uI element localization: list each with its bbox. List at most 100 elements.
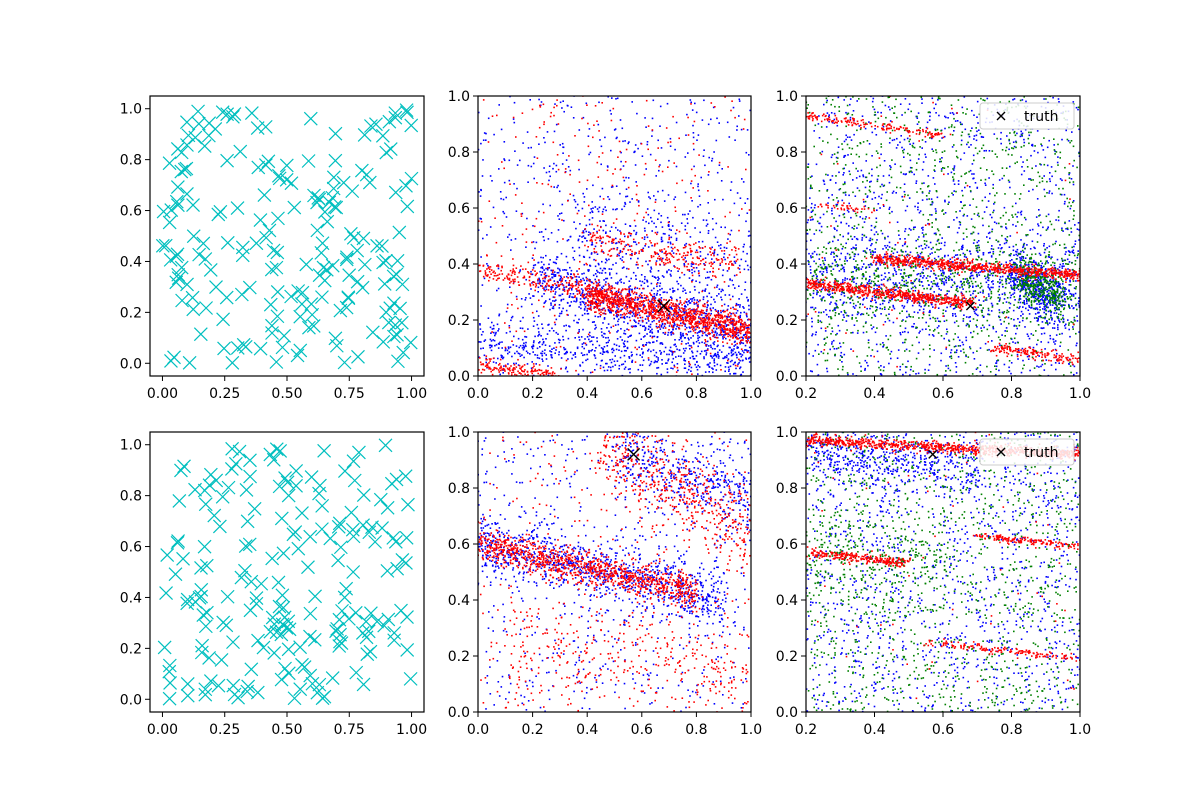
x-marker (390, 253, 405, 268)
data-point (867, 264, 870, 266)
data-point (746, 329, 749, 332)
data-point (596, 230, 598, 233)
data-point (566, 351, 568, 354)
data-point (609, 297, 612, 299)
data-point (720, 244, 722, 246)
data-point (852, 305, 855, 308)
data-point (507, 363, 509, 365)
data-point (698, 257, 700, 260)
data-point (565, 275, 568, 278)
x-marker (314, 245, 329, 260)
data-point (638, 305, 641, 307)
data-point (625, 195, 627, 198)
data-point (595, 298, 597, 301)
data-point (625, 188, 628, 190)
data-point (612, 247, 615, 250)
data-point (515, 362, 517, 365)
data-point (690, 346, 693, 349)
data-point (584, 282, 586, 285)
data-point (583, 196, 586, 198)
data-point (733, 345, 735, 347)
data-point (977, 314, 979, 317)
data-point (607, 308, 610, 311)
data-point (572, 296, 574, 299)
data-point (670, 325, 673, 328)
data-point (531, 303, 533, 306)
data-point (690, 263, 693, 265)
data-point (940, 242, 943, 244)
data-point (595, 282, 598, 284)
data-point (678, 253, 681, 255)
data-point (1005, 261, 1007, 264)
data-point (609, 273, 611, 276)
data-point (583, 347, 585, 350)
data-point (635, 310, 637, 312)
data-point (679, 296, 681, 299)
x-marker (191, 116, 206, 131)
data-point (974, 312, 976, 315)
data-point (657, 139, 659, 142)
data-point (519, 320, 522, 322)
data-point (649, 330, 652, 332)
data-point (592, 298, 594, 300)
data-point (514, 373, 516, 376)
data-point (666, 270, 668, 273)
data-point (686, 371, 688, 374)
data-point (613, 360, 616, 363)
y-tick-label: 0.6 (120, 204, 142, 220)
data-point (667, 317, 669, 320)
data-point (734, 116, 736, 119)
data-point (541, 282, 544, 285)
data-point (669, 288, 671, 291)
data-point (487, 274, 489, 276)
data-point (630, 245, 633, 247)
data-point (730, 260, 732, 263)
data-point (583, 309, 586, 311)
x-marker (271, 211, 285, 226)
data-point (551, 269, 553, 272)
data-point (624, 201, 626, 204)
data-point (524, 268, 527, 270)
data-point (706, 325, 709, 327)
data-point (621, 308, 624, 310)
data-point (742, 334, 745, 336)
data-point (583, 272, 585, 275)
data-point (546, 371, 548, 373)
data-point (538, 278, 541, 281)
data-point (589, 232, 592, 234)
data-point (712, 371, 714, 374)
data-point (689, 307, 691, 310)
data-point (694, 102, 696, 105)
data-point (605, 290, 607, 292)
data-point (653, 361, 656, 364)
data-point (537, 372, 539, 375)
data-point (627, 268, 630, 270)
data-point (578, 129, 581, 131)
data-point (634, 346, 636, 349)
data-point (658, 298, 661, 300)
data-point (672, 333, 675, 335)
data-point (614, 355, 616, 357)
data-point (816, 289, 818, 292)
data-point (610, 149, 612, 152)
data-point (642, 287, 644, 290)
data-point (501, 341, 503, 343)
data-point (591, 300, 593, 302)
data-point (589, 211, 592, 214)
data-point (728, 294, 731, 296)
data-point (694, 251, 697, 254)
data-point (713, 250, 716, 252)
data-point (716, 286, 718, 288)
data-point (622, 261, 625, 263)
data-point (658, 255, 661, 258)
data-point (601, 295, 604, 297)
data-point (731, 334, 734, 337)
x-marker (329, 200, 344, 215)
data-point (587, 318, 590, 321)
data-point (715, 222, 718, 225)
data-point (654, 198, 657, 201)
data-point (625, 308, 627, 311)
data-point (689, 210, 691, 212)
data-point (523, 370, 525, 373)
data-point (674, 148, 676, 151)
